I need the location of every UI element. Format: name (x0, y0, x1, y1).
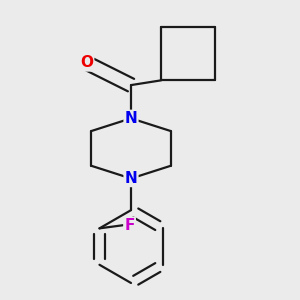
Text: N: N (124, 111, 137, 126)
Text: N: N (124, 171, 137, 186)
Text: O: O (80, 56, 93, 70)
Text: F: F (124, 218, 135, 233)
